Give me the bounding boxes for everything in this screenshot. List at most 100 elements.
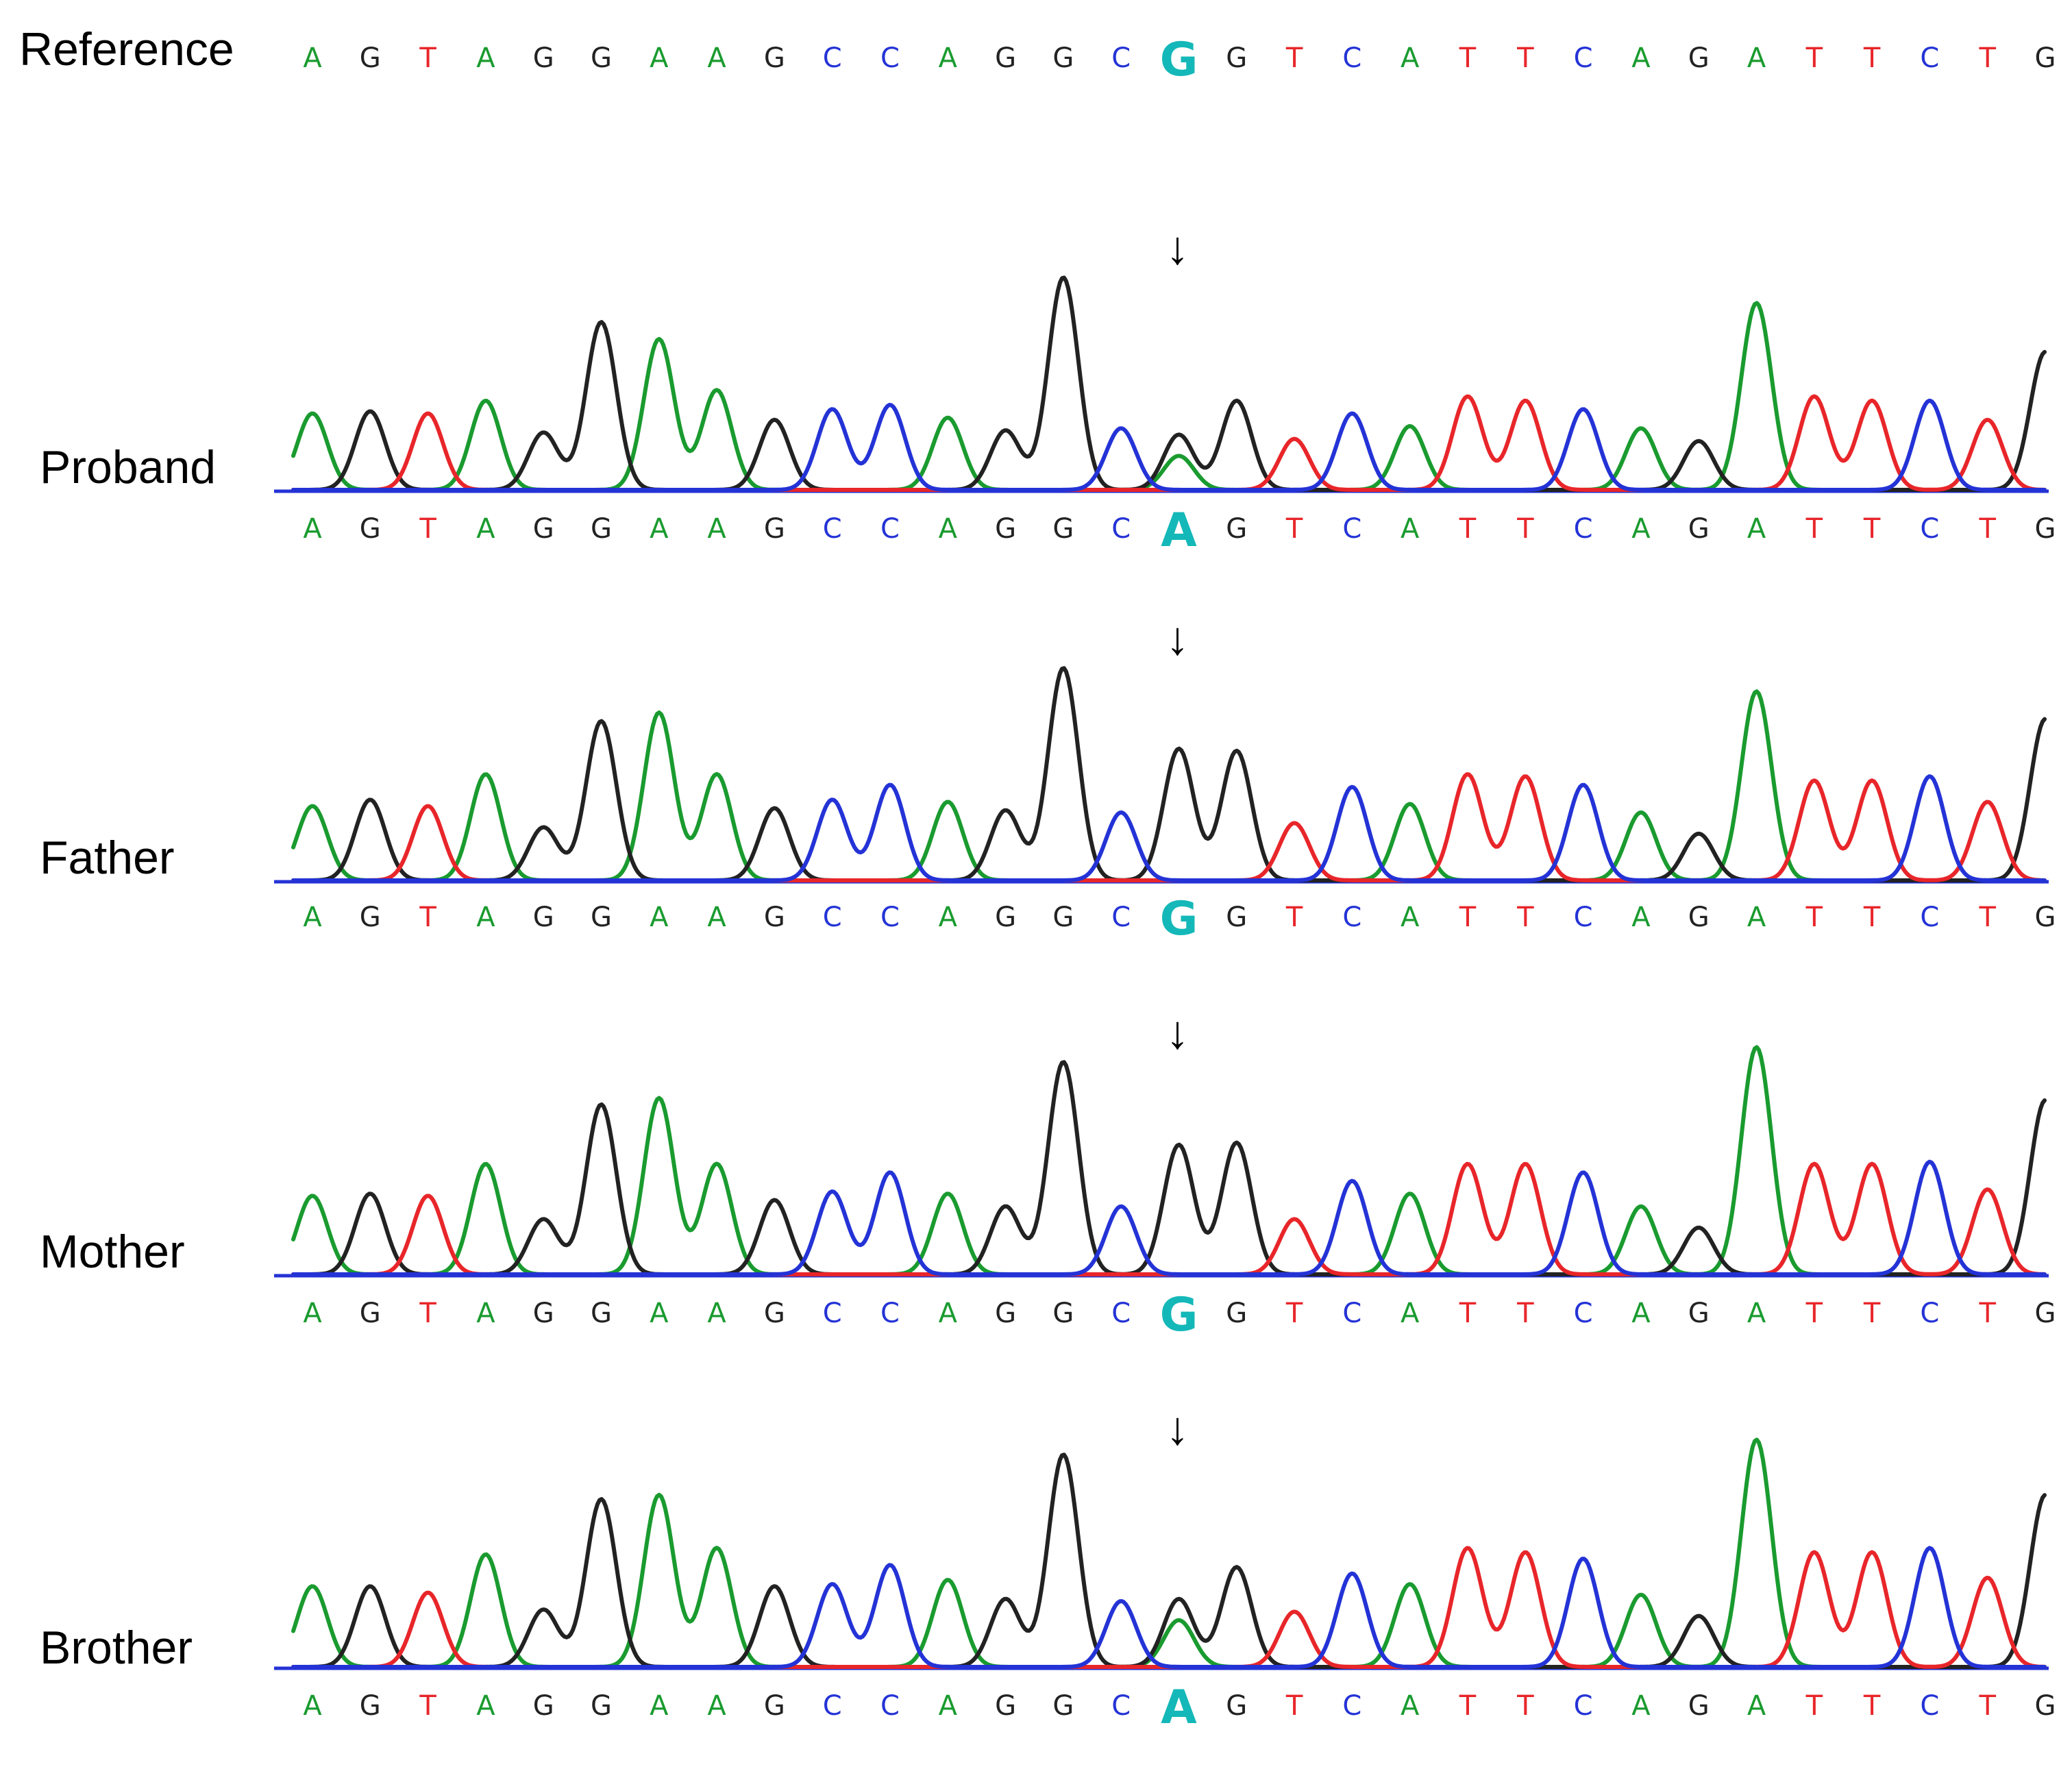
sample-base: C bbox=[1574, 1298, 1593, 1329]
sample-base: C bbox=[1111, 902, 1131, 933]
reference-base: A bbox=[1401, 42, 1420, 74]
sample-base: G bbox=[1226, 1690, 1247, 1722]
sample-base: A bbox=[650, 513, 669, 545]
reference-base: A bbox=[1747, 42, 1766, 74]
reference-base: A bbox=[303, 42, 322, 74]
sample-base: A bbox=[476, 1298, 495, 1329]
trace-c bbox=[291, 774, 2047, 882]
sample-base: A bbox=[476, 1690, 495, 1722]
reference-base: C bbox=[1111, 42, 1131, 74]
sample-base: T bbox=[1805, 513, 1823, 545]
reference-base: C bbox=[823, 42, 842, 74]
reference-base: T bbox=[1285, 42, 1303, 74]
sample-base: G bbox=[1688, 1690, 1710, 1722]
reference-base: A bbox=[650, 42, 669, 74]
sample-base: C bbox=[823, 902, 842, 933]
sample-base: A bbox=[707, 1690, 726, 1722]
reference-base: G bbox=[533, 42, 554, 74]
reference-variant-base: G bbox=[1160, 33, 1198, 87]
sample-base: C bbox=[823, 513, 842, 545]
sample-base: A bbox=[1747, 1298, 1766, 1329]
sample-base: A bbox=[303, 513, 322, 545]
sample-base: T bbox=[1978, 513, 1996, 545]
sample-base: C bbox=[880, 1298, 900, 1329]
sample-base: A bbox=[650, 1298, 669, 1329]
sample-base: A bbox=[707, 513, 726, 545]
reference-base: C bbox=[1574, 42, 1593, 74]
sample-base: G bbox=[1052, 902, 1074, 933]
sample-base: G bbox=[1688, 902, 1710, 933]
sample-base: G bbox=[2035, 1298, 2056, 1329]
trace-a bbox=[291, 689, 2047, 882]
sample-base: C bbox=[1111, 1690, 1131, 1722]
sample-base: C bbox=[1342, 1690, 1361, 1722]
sample-base: T bbox=[1978, 902, 1996, 933]
sample-base: A bbox=[1747, 1690, 1766, 1722]
sample-base: A bbox=[1747, 902, 1766, 933]
sample-label-father: Father bbox=[40, 832, 175, 884]
sample-base: T bbox=[419, 513, 436, 545]
sample-base: G bbox=[591, 1690, 612, 1722]
sample-base: G bbox=[995, 513, 1016, 545]
sample-variant-base: G bbox=[1160, 1288, 1198, 1342]
sample-base: A bbox=[303, 902, 322, 933]
sample-base: G bbox=[533, 513, 554, 545]
sample-base: G bbox=[591, 902, 612, 933]
variant-arrow: ↓ bbox=[1166, 1402, 1189, 1455]
sample-variant-base: G bbox=[1160, 892, 1198, 946]
trace-c bbox=[291, 398, 2047, 492]
sample-base: G bbox=[591, 1298, 612, 1329]
sample-base: A bbox=[939, 513, 958, 545]
sample-base: G bbox=[1226, 513, 1247, 545]
sample-base: A bbox=[1401, 1298, 1420, 1329]
sample-base: T bbox=[1863, 1690, 1881, 1722]
trace-a bbox=[291, 1437, 2047, 1669]
sample-base: C bbox=[1920, 1298, 1939, 1329]
sample-base: C bbox=[880, 1690, 900, 1722]
sample-base: C bbox=[880, 902, 900, 933]
sample-base: G bbox=[360, 1690, 381, 1722]
variant-arrow: ↓ bbox=[1166, 613, 1189, 665]
sample-base: A bbox=[1631, 902, 1651, 933]
sample-base: G bbox=[1226, 902, 1247, 933]
sample-base: A bbox=[1631, 513, 1651, 545]
reference-base: G bbox=[2035, 42, 2056, 74]
sample-base: G bbox=[1052, 1298, 1074, 1329]
sample-base: G bbox=[1052, 1690, 1074, 1722]
sample-base: T bbox=[419, 1298, 436, 1329]
sample-base: G bbox=[360, 1298, 381, 1329]
sample-base: G bbox=[995, 1298, 1016, 1329]
sample-base: A bbox=[1401, 1690, 1420, 1722]
sample-base: A bbox=[1401, 513, 1420, 545]
sample-base: G bbox=[1226, 1298, 1247, 1329]
sample-base: C bbox=[1574, 902, 1593, 933]
sample-base: A bbox=[707, 1298, 726, 1329]
reference-base: C bbox=[880, 42, 900, 74]
sample-base: A bbox=[1631, 1298, 1651, 1329]
reference-base: G bbox=[591, 42, 612, 74]
sample-base: A bbox=[939, 1298, 958, 1329]
reference-base: G bbox=[360, 42, 381, 74]
reference-label: Reference bbox=[19, 23, 234, 75]
sample-base: A bbox=[303, 1298, 322, 1329]
sample-base: T bbox=[1516, 1690, 1534, 1722]
sample-base: T bbox=[1805, 1298, 1823, 1329]
sample-base: C bbox=[1111, 1298, 1131, 1329]
trace-g bbox=[291, 1452, 2047, 1669]
trace-g bbox=[291, 1060, 2047, 1276]
sample-base: G bbox=[533, 1690, 554, 1722]
sample-base: T bbox=[1805, 1690, 1823, 1722]
sample-base: G bbox=[764, 902, 785, 933]
sample-base: T bbox=[1285, 513, 1303, 545]
reference-base: C bbox=[1342, 42, 1361, 74]
sample-base: A bbox=[1401, 902, 1420, 933]
sample-base: A bbox=[939, 902, 958, 933]
reference-base: T bbox=[1863, 42, 1881, 74]
sample-base: C bbox=[1574, 1690, 1593, 1722]
sample-base: T bbox=[1863, 902, 1881, 933]
sample-base: T bbox=[1459, 513, 1477, 545]
sample-base: G bbox=[995, 1690, 1016, 1722]
reference-base: T bbox=[1516, 42, 1534, 74]
sample-base: T bbox=[1285, 902, 1303, 933]
sample-base: T bbox=[1863, 513, 1881, 545]
